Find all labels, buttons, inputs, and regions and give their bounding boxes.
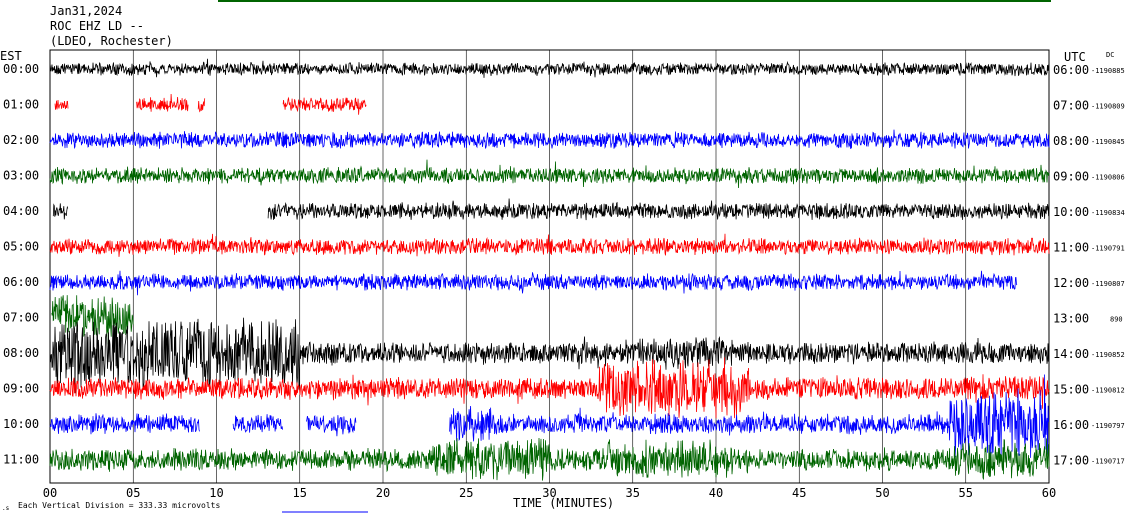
row-local-time: 07:00 xyxy=(3,311,39,325)
trace-segment xyxy=(306,414,357,437)
row-local-time: 10:00 xyxy=(3,417,39,431)
row-dc-offset: -1190807 xyxy=(1091,280,1125,288)
trace-row xyxy=(49,58,1050,78)
trace-row xyxy=(49,357,1050,419)
trace-segment xyxy=(136,93,189,112)
trace-segment xyxy=(49,270,1018,296)
row-local-time: 05:00 xyxy=(3,240,39,254)
row-utc-time: 12:00 xyxy=(1053,276,1089,290)
x-tick-label: 05 xyxy=(126,486,140,500)
trace-row xyxy=(49,374,1049,464)
x-tick-label: 50 xyxy=(875,486,889,500)
trace-segment xyxy=(49,159,1050,189)
dc-label: DC xyxy=(1106,51,1114,59)
x-tick-label: 35 xyxy=(626,486,640,500)
header: Jan31,2024 ROC EHZ LD -- (LDEO, Rocheste… xyxy=(0,4,1114,64)
row-utc-time: 11:00 xyxy=(1053,241,1089,255)
date-label: Jan31,2024 xyxy=(50,4,122,18)
row-local-time: 00:00 xyxy=(3,62,39,76)
trace-row xyxy=(49,129,1050,150)
trace-segment xyxy=(51,295,134,345)
row-utc-time: 06:00 xyxy=(1053,63,1089,77)
trace-row xyxy=(54,93,367,115)
row-utc-time: 17:00 xyxy=(1053,454,1089,468)
utc-time-labels: 06:00 -1190885 07:00 -1190809 08:00 -1190845 0… xyxy=(1053,63,1125,468)
trace-segment xyxy=(232,414,283,433)
trace-row xyxy=(49,233,1050,257)
x-tick-label: 40 xyxy=(709,486,723,500)
row-dc-offset: -1190845 xyxy=(1091,138,1125,146)
trace-segment xyxy=(49,437,1050,481)
trace-row xyxy=(52,198,1049,221)
row-dc-offset: -1190809 xyxy=(1091,103,1125,111)
x-tick-label: 00 xyxy=(43,486,57,500)
trace-segment xyxy=(197,98,206,113)
row-dc-offset: -1190812 xyxy=(1091,387,1125,395)
trace-segment xyxy=(267,198,1049,221)
row-utc-time: 08:00 xyxy=(1053,134,1089,148)
x-tick-label: 55 xyxy=(959,486,973,500)
row-dc-offset: -1190791 xyxy=(1091,245,1125,253)
row-local-time: 09:00 xyxy=(3,382,39,396)
row-local-time: 03:00 xyxy=(3,169,39,183)
network-label: (LDEO, Rochester) xyxy=(50,34,173,48)
row-local-time: 08:00 xyxy=(3,346,39,360)
x-axis-label: TIME (MINUTES) xyxy=(513,496,614,510)
footer: TIME (MINUTES) .s Each Vertical Division… xyxy=(2,496,614,513)
scale-note: Each Vertical Division = 333.33 microvol… xyxy=(18,501,220,510)
trace-row xyxy=(49,437,1050,481)
right-timezone-label: UTC xyxy=(1064,50,1086,64)
row-dc-offset: -1190834 xyxy=(1091,209,1125,217)
trace-segment xyxy=(449,374,1049,464)
row-utc-time: 15:00 xyxy=(1053,383,1089,397)
trace-row xyxy=(49,317,1050,394)
trace-segment xyxy=(49,413,200,435)
trace-segment xyxy=(52,203,69,220)
x-tick-label: 60 xyxy=(1042,486,1056,500)
row-dc-offset: -1190806 xyxy=(1091,174,1125,182)
x-tick-label: 10 xyxy=(209,486,223,500)
x-tick-label: 45 xyxy=(792,486,806,500)
row-local-time: 04:00 xyxy=(3,204,39,218)
station-label: ROC EHZ LD -- xyxy=(50,19,144,33)
row-utc-time: 07:00 xyxy=(1053,99,1089,113)
trace-segment xyxy=(49,233,1050,257)
trace-segment xyxy=(49,357,1050,419)
row-dc-offset: -1190717 xyxy=(1091,458,1125,466)
trace-row xyxy=(51,295,134,345)
row-local-time: 11:00 xyxy=(3,453,39,467)
trace-segment xyxy=(282,96,367,115)
row-utc-time: 09:00 xyxy=(1053,170,1089,184)
row-utc-time: 14:00 xyxy=(1053,347,1089,361)
x-tick-label: 30 xyxy=(542,486,556,500)
row-utc-time: 10:00 xyxy=(1053,205,1089,219)
row-utc-time: 16:00 xyxy=(1053,418,1089,432)
trace-row xyxy=(49,270,1018,296)
x-tick-label: 20 xyxy=(376,486,390,500)
trace-segment xyxy=(49,58,1050,78)
row-dc-offset: 890 xyxy=(1110,316,1123,324)
local-time-labels: 00:00 01:00 02:00 03:00 04:00 05:00 06:00 07:00… xyxy=(3,62,39,467)
x-tick-label: 25 xyxy=(459,486,473,500)
row-utc-time: 13:00 xyxy=(1053,312,1089,326)
x-axis-ticks: 00 05 10 15 20 25 30 35 40 45 50 55 60 xyxy=(43,486,1056,500)
trace-row xyxy=(49,159,1050,189)
row-dc-offset: -1190797 xyxy=(1091,422,1125,430)
corner-mark: .s xyxy=(2,505,10,512)
row-dc-offset: -1190885 xyxy=(1091,67,1125,75)
trace-segment xyxy=(49,317,1050,394)
row-local-time: 01:00 xyxy=(3,98,39,112)
traces xyxy=(49,58,1050,481)
row-local-time: 06:00 xyxy=(3,275,39,289)
x-tick-label: 15 xyxy=(293,486,307,500)
row-dc-offset: -1190852 xyxy=(1091,351,1125,359)
row-local-time: 02:00 xyxy=(3,133,39,147)
trace-segment xyxy=(49,129,1050,150)
left-timezone-label: EST xyxy=(0,49,22,63)
trace-segment xyxy=(54,99,69,110)
